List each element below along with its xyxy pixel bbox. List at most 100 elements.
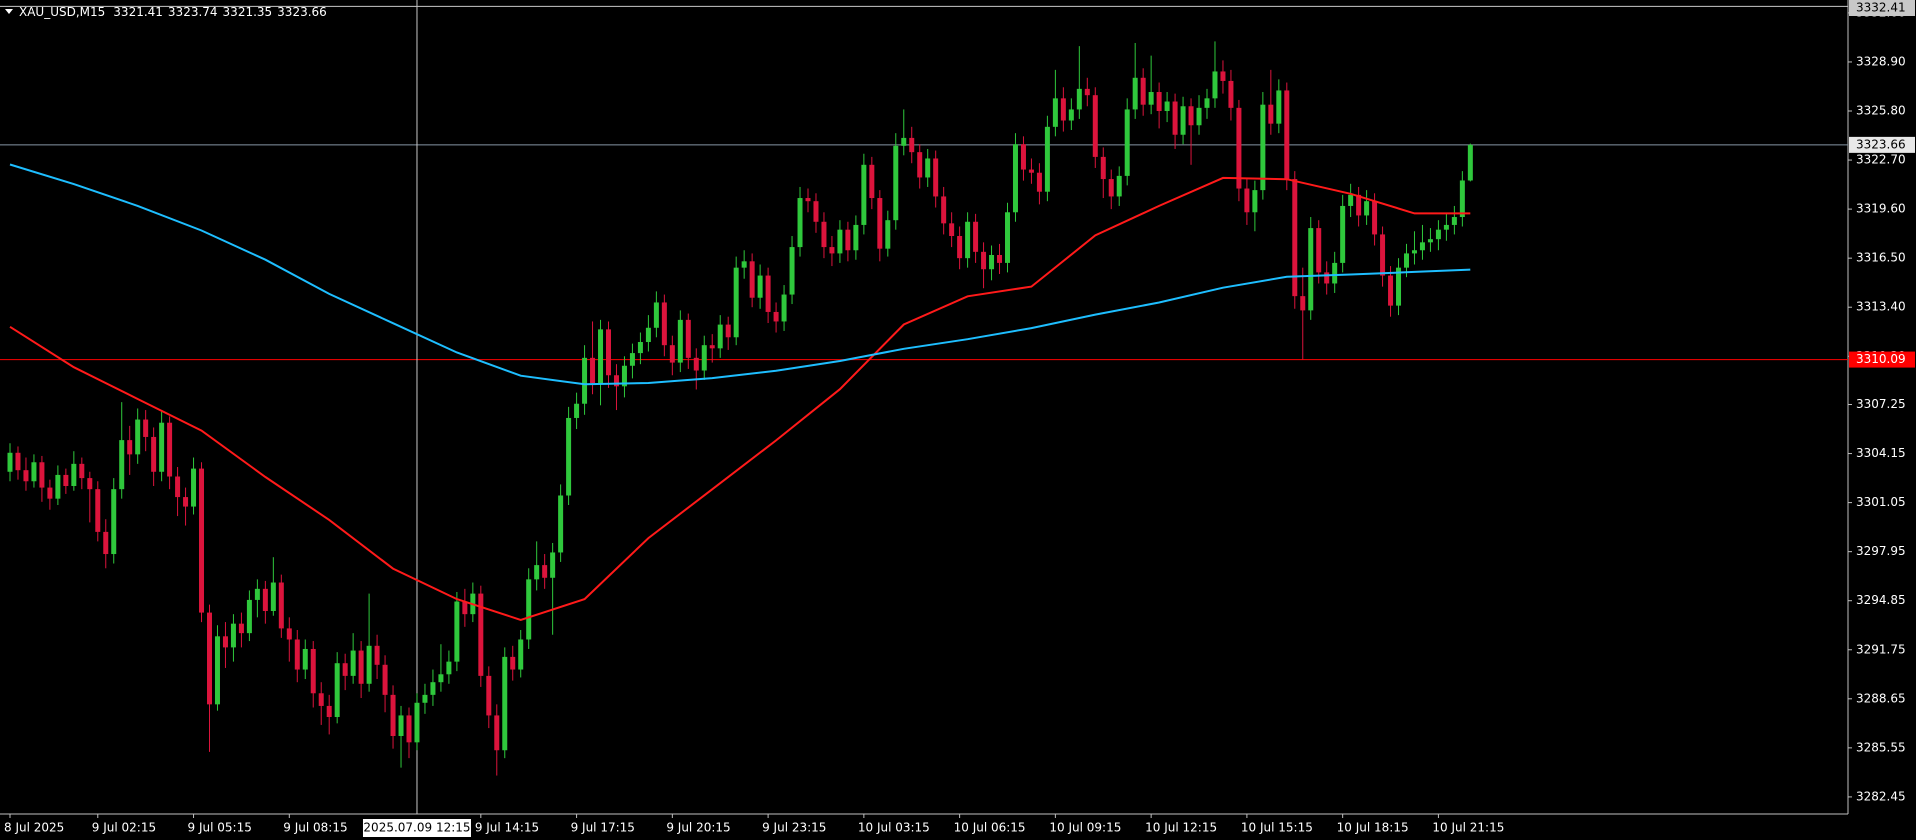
candle-body	[47, 487, 53, 499]
candle-body	[637, 342, 643, 354]
candle-body	[1427, 239, 1433, 243]
candle-body	[31, 462, 37, 482]
y-tick-label: 3285.55	[1856, 740, 1906, 754]
y-tick-label: 3322.70	[1856, 153, 1906, 167]
candle-body	[629, 353, 635, 366]
candle-body	[877, 198, 883, 249]
candle-body	[1180, 106, 1186, 135]
candle-body	[1404, 253, 1409, 268]
candle-body	[1156, 92, 1162, 112]
candle-body	[765, 275, 771, 312]
candle-body	[1236, 107, 1242, 189]
candle-body	[454, 601, 460, 662]
candle-body	[550, 552, 556, 578]
candle-body	[294, 639, 300, 670]
candle-body	[446, 661, 452, 675]
candle-body	[709, 345, 715, 349]
candle-body	[510, 656, 516, 670]
candle-body	[254, 588, 260, 600]
candle-body	[885, 220, 891, 249]
candle-body	[717, 324, 723, 349]
candle-body	[398, 715, 404, 736]
candle-body	[749, 261, 755, 298]
candle-body	[1348, 194, 1354, 206]
x-tick-label: 10 Jul 03:15	[858, 821, 930, 835]
candle-body	[1196, 107, 1202, 126]
candle-body	[733, 267, 739, 338]
candle-body	[238, 623, 244, 634]
bid-label: 3323.66	[1856, 137, 1906, 151]
candle-body	[7, 452, 13, 472]
chart-title: XAU_USD,M15	[19, 5, 105, 19]
candle-body	[757, 275, 763, 298]
candle-body	[1252, 190, 1258, 213]
candle-body	[1005, 212, 1010, 263]
x-tick-label: 10 Jul 06:15	[954, 821, 1026, 835]
candle-body	[95, 489, 101, 532]
candle-body	[318, 693, 324, 706]
chart-header: XAU_USD,M15 3321.41 3323.74 3321.35 3323.66	[19, 5, 327, 19]
candle-body	[1372, 201, 1378, 235]
candle-body	[1092, 95, 1098, 157]
candle-body	[789, 247, 795, 295]
candle-body	[1308, 228, 1314, 311]
candle-body	[1244, 188, 1250, 213]
candle-body	[262, 588, 268, 611]
candle-body	[693, 357, 699, 371]
candle-body	[925, 158, 931, 178]
candle-body	[893, 145, 899, 221]
candle-body	[302, 648, 308, 670]
candle-body	[1012, 144, 1018, 213]
candle-body	[606, 329, 611, 376]
candle-body	[845, 229, 851, 251]
level-label: 3332.41	[1856, 1, 1906, 15]
crosshair-label: 2025.07.09 12:15	[363, 821, 470, 835]
candle-body	[151, 436, 157, 472]
candle-body	[430, 682, 436, 695]
candle-body	[1164, 101, 1170, 112]
candle-body	[669, 345, 675, 363]
candle-body	[502, 656, 508, 751]
candle-body	[23, 470, 29, 482]
candle-body	[342, 663, 348, 676]
candle-body	[246, 599, 252, 634]
chart-menu-arrow[interactable]	[5, 9, 13, 14]
candle-body	[207, 612, 212, 705]
moving-average	[9, 163, 1471, 386]
x-tick-label: 10 Jul 12:15	[1145, 821, 1217, 835]
candle-body	[621, 365, 627, 387]
candle-body	[143, 419, 149, 437]
candle-body	[949, 223, 955, 237]
candle-body	[1340, 205, 1346, 263]
candle-body	[191, 468, 197, 507]
candle-body	[222, 636, 228, 648]
candle-body	[933, 158, 939, 197]
candle-body	[1084, 88, 1090, 96]
y-tick-label: 3288.65	[1856, 691, 1906, 705]
level-label-box	[1849, 351, 1915, 368]
candle-body	[813, 201, 819, 222]
candle-body	[1060, 98, 1066, 121]
level-label-box	[1849, 0, 1915, 16]
candle-body	[1028, 169, 1034, 173]
candle-body	[1068, 109, 1074, 121]
candle-body	[574, 403, 580, 418]
x-tick-label: 9 Jul 05:15	[188, 821, 252, 835]
candle-body	[661, 302, 667, 346]
header-close: 3323.66	[277, 5, 327, 19]
candle-body	[1212, 71, 1218, 99]
candle-body	[741, 261, 747, 268]
candle-body	[406, 715, 412, 743]
y-tick-label: 3297.95	[1856, 544, 1906, 558]
candle-body	[853, 224, 859, 251]
candle-body	[701, 345, 707, 371]
x-tick-label: 10 Jul 21:15	[1432, 821, 1504, 835]
candle-body	[869, 164, 875, 199]
candle-body	[382, 664, 388, 695]
candle-body	[677, 319, 683, 363]
candle-body	[422, 694, 428, 703]
candle-body	[829, 247, 835, 254]
candle-body	[1443, 224, 1449, 230]
candle-body	[1332, 262, 1338, 284]
